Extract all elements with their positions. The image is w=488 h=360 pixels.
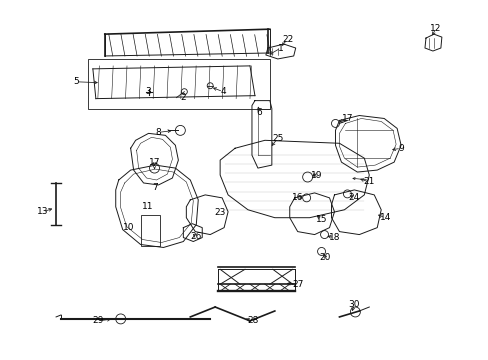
- Text: 17: 17: [148, 158, 160, 167]
- Text: 1: 1: [277, 44, 283, 53]
- Text: 8: 8: [155, 128, 161, 137]
- Text: 10: 10: [122, 223, 134, 232]
- Text: 27: 27: [291, 280, 303, 289]
- Text: 7: 7: [152, 184, 158, 193]
- Text: 16: 16: [291, 193, 303, 202]
- Text: 25: 25: [271, 134, 283, 143]
- Text: 20: 20: [319, 253, 330, 262]
- Text: 17: 17: [341, 114, 352, 123]
- Text: 2: 2: [180, 93, 186, 102]
- Text: 19: 19: [310, 171, 322, 180]
- Bar: [141, 215, 160, 247]
- Text: 14: 14: [379, 213, 390, 222]
- Text: 26: 26: [190, 232, 202, 241]
- Text: 3: 3: [145, 87, 151, 96]
- Text: 15: 15: [315, 215, 326, 224]
- Text: 28: 28: [247, 316, 258, 325]
- Text: 4: 4: [220, 87, 225, 96]
- Text: 9: 9: [397, 144, 403, 153]
- Text: 13: 13: [37, 207, 49, 216]
- Text: 21: 21: [363, 177, 374, 186]
- Text: 29: 29: [92, 316, 103, 325]
- Text: 22: 22: [282, 35, 293, 44]
- Text: 18: 18: [328, 233, 340, 242]
- Text: 11: 11: [142, 202, 153, 211]
- Bar: [88, 59, 269, 109]
- Text: 5: 5: [73, 77, 79, 86]
- Text: 30: 30: [348, 300, 359, 309]
- Text: 24: 24: [348, 193, 359, 202]
- Text: 6: 6: [256, 108, 261, 117]
- Text: 23: 23: [214, 208, 225, 217]
- Text: 12: 12: [429, 24, 441, 33]
